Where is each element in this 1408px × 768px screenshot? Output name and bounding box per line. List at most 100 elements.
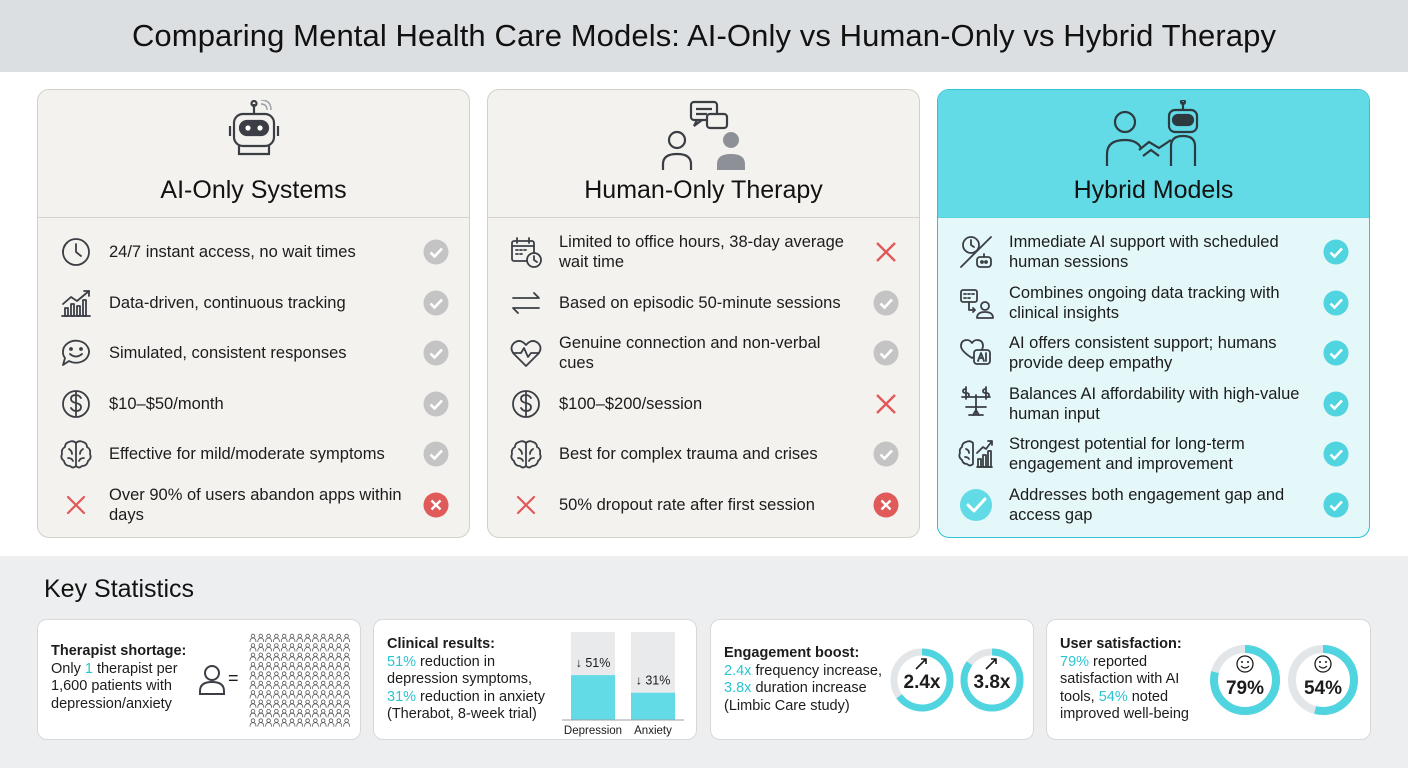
tiny-person-icon (319, 690, 327, 699)
tiny-person-icon (272, 652, 280, 661)
tiny-person-icon (280, 699, 288, 708)
tiny-person-icon (296, 699, 304, 708)
text: (Therabot, 8-week trial) (387, 706, 537, 722)
text: reported (1089, 653, 1148, 670)
tiny-person-icon (319, 671, 327, 680)
tiny-person-icon (304, 633, 311, 643)
highlight: 2.4x (724, 662, 752, 679)
page-title: Comparing Mental Health Care Models: AI-… (131, 18, 1277, 53)
feature-text: Simulated, consistent responses (109, 344, 347, 363)
tiny-person-icon (312, 652, 319, 661)
tiny-person-icon (296, 680, 304, 690)
feature-text: Limited to office hours, 38-day average … (559, 233, 844, 272)
feature-row: Immediate AI support with scheduled huma… (938, 227, 1369, 278)
check-icon (423, 290, 449, 316)
clock-icon (57, 233, 95, 271)
tiny-person-icon (296, 652, 304, 661)
tiny-person-icon (335, 690, 343, 699)
ring-value-label: 54% (1304, 678, 1342, 699)
tiny-person-icon (319, 718, 327, 727)
tiny-person-icon (312, 662, 319, 671)
tiny-person-icon (343, 708, 350, 718)
tiny-person-icon (288, 671, 296, 680)
trend-chart-icon (57, 284, 95, 322)
tiny-person-icon (319, 662, 327, 671)
tiny-person-icon (288, 690, 296, 699)
highlight: 1 (84, 660, 93, 677)
stat-card-clinical-results: Clinical results: 51% reduction in depre… (373, 619, 697, 740)
feature-text: Data-driven, continuous tracking (109, 293, 346, 312)
feature-row: 24/7 instant access, no wait times (38, 227, 469, 278)
tiny-person-icon (249, 643, 257, 652)
tiny-person-icon (272, 718, 280, 727)
check-icon (873, 340, 899, 366)
tiny-person-icon (265, 633, 273, 643)
tiny-person-icon (249, 708, 257, 718)
tiny-person-icon (304, 690, 311, 699)
card-header: AI-Only Systems (38, 90, 469, 218)
stat-label: Clinical results: (387, 636, 495, 652)
bar-anxiety (631, 692, 675, 720)
feature-text: Genuine connection and non-verbal cues (559, 334, 821, 373)
tiny-person-icon (343, 699, 350, 708)
tiny-person-icon (280, 708, 288, 718)
tiny-person-icon (319, 643, 327, 652)
tiny-person-icon (327, 662, 335, 671)
card-title: Human-Only Therapy (584, 176, 823, 204)
tiny-person-icon (272, 708, 280, 718)
tiny-person-icon (296, 643, 304, 652)
tiny-person-icon (249, 718, 257, 727)
feature-row: Effective for mild/moderate symptoms (38, 429, 469, 480)
card-title: AI-Only Systems (160, 176, 347, 204)
feature-row: 50% dropout rate after first session (488, 480, 919, 531)
tiny-person-icon (312, 680, 319, 690)
ring-fill (960, 648, 1024, 712)
tiny-person-icon (343, 662, 350, 671)
cross-icon (57, 486, 95, 524)
tiny-person-icon (319, 680, 327, 690)
cross-mark-icon (873, 492, 899, 518)
tiny-person-icon (304, 718, 311, 727)
tiny-person-icon (312, 690, 319, 699)
tiny-person-icon (312, 708, 319, 718)
tiny-person-icon (280, 652, 288, 661)
card-header: Human-Only Therapy (488, 90, 919, 218)
tiny-person-icon (249, 699, 257, 708)
tiny-person-icon (327, 671, 335, 680)
engagement-text: Engagement boost: 2.4x frequency increas… (724, 645, 882, 715)
tiny-person-icon (296, 633, 304, 643)
tiny-person-icon (265, 690, 273, 699)
feature-row: AI offers consistent support; humans pro… (938, 328, 1369, 379)
feature-text: Effective for mild/moderate symptoms (109, 445, 385, 464)
feature-row: Strongest potential for long-term engage… (938, 429, 1369, 480)
tiny-person-icon (265, 680, 273, 690)
tiny-person-icon (288, 633, 296, 643)
highlight: 31% (387, 688, 417, 705)
tiny-person-icon (265, 643, 273, 652)
tiny-person-icon (312, 699, 319, 708)
feature-text: Balances AI affordability with high-valu… (1009, 384, 1300, 423)
highlight: 79% (1060, 653, 1090, 670)
tiny-person-icon (265, 652, 273, 661)
feature-text: Addresses both engagement gap and access… (1009, 485, 1285, 524)
engagement-rings: 2.4x 3.8x (890, 648, 1024, 712)
check-icon (1323, 340, 1349, 366)
tiny-person-icon (288, 652, 296, 661)
cross-mark-icon (873, 391, 899, 417)
ring-value-label: 2.4x (904, 672, 941, 693)
arrows-icon (507, 284, 545, 322)
brain-chart-icon (957, 435, 995, 473)
text: reduction in (416, 653, 496, 670)
tiny-person-icon (304, 671, 311, 680)
equals-sign: = (228, 668, 239, 688)
category-label: Anxiety (634, 725, 672, 737)
tiny-person-icon (265, 671, 273, 680)
heartbeat-icon (507, 334, 545, 372)
feature-row: Limited to office hours, 38-day average … (488, 227, 919, 278)
tiny-person-icon (296, 690, 304, 699)
text: Only (51, 660, 85, 677)
tiny-person-icon (343, 633, 350, 643)
tiny-person-icon (304, 652, 311, 661)
tiny-person-icon (257, 690, 265, 699)
tiny-person-icon (257, 680, 265, 690)
